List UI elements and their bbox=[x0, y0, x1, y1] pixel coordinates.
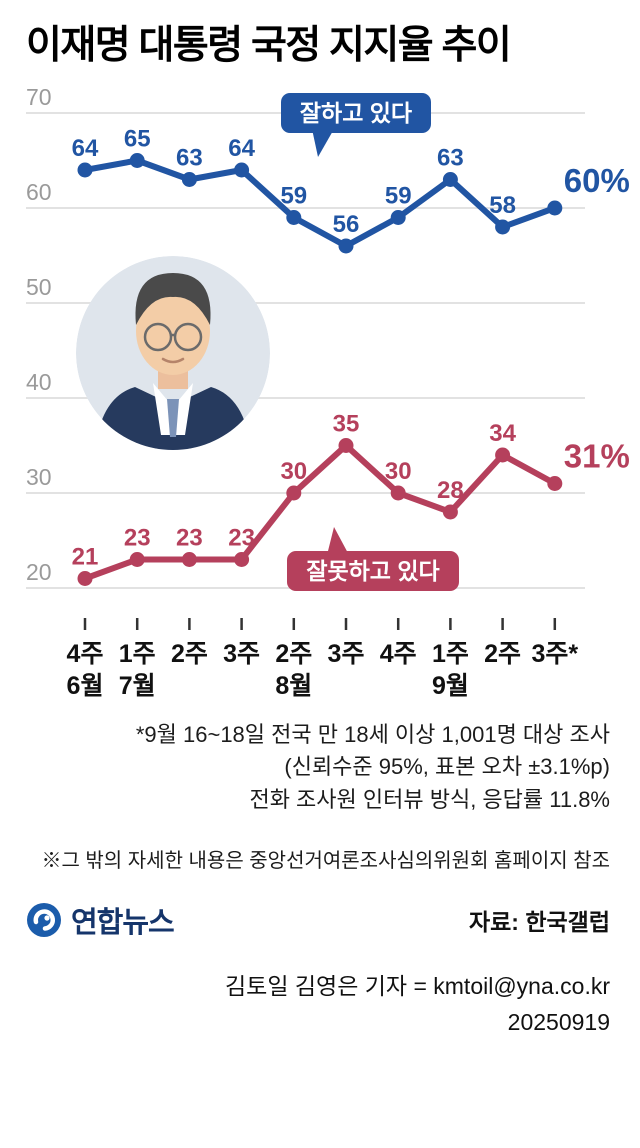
data-point bbox=[286, 209, 302, 225]
callout-negative-tail bbox=[327, 526, 349, 555]
week-label: 2주 bbox=[275, 640, 312, 668]
point-label: 30 bbox=[385, 458, 412, 485]
yonhap-logo-icon bbox=[27, 903, 61, 938]
data-point bbox=[129, 152, 145, 168]
callout-positive-label: 잘하고 있다 bbox=[300, 100, 412, 126]
point-label: 21 bbox=[72, 543, 99, 570]
president-photo bbox=[76, 255, 270, 450]
y-tick-label: 60 bbox=[26, 179, 52, 205]
point-label: 64 bbox=[228, 135, 255, 162]
point-label: 65 bbox=[124, 125, 151, 152]
publish-date: 20250919 bbox=[507, 1009, 610, 1036]
brand-row: 연합뉴스 자료: 한국갤럽 bbox=[0, 899, 640, 941]
y-tick-label: 20 bbox=[26, 559, 52, 585]
point-label: 56 bbox=[333, 211, 360, 238]
data-point bbox=[129, 551, 145, 567]
point-label: 64 bbox=[72, 135, 99, 162]
data-point bbox=[181, 171, 197, 187]
data-point bbox=[442, 504, 458, 520]
infographic-page: 이재명 대통령 국정 지지율 추이 70 60 50 40 30 20 64 65 63 64 5 bbox=[0, 24, 640, 1148]
week-label: 4주 bbox=[380, 640, 417, 668]
data-point bbox=[390, 485, 406, 501]
point-label: 28 bbox=[437, 477, 464, 504]
series-line bbox=[82, 442, 558, 582]
data-point bbox=[547, 200, 563, 216]
footnote-line-2: (신뢰수준 95%, 표본 오차 ±3.1%p) bbox=[284, 754, 610, 780]
glasses-right-lens bbox=[173, 322, 203, 352]
month-label: 7월 bbox=[119, 672, 156, 700]
data-point bbox=[234, 162, 250, 178]
week-label: 3주 bbox=[223, 640, 260, 668]
mouth bbox=[161, 357, 185, 364]
data-source: 자료: 한국갤럽 bbox=[468, 909, 610, 936]
data-point bbox=[234, 551, 250, 567]
point-label: 63 bbox=[176, 144, 203, 171]
week-label: 4주 bbox=[67, 640, 104, 668]
series-line bbox=[82, 157, 558, 249]
data-point bbox=[286, 485, 302, 501]
data-point bbox=[338, 238, 354, 254]
data-point bbox=[338, 437, 354, 453]
yonhap-logo: 연합뉴스 bbox=[26, 899, 175, 941]
week-label: 1주 bbox=[432, 640, 469, 668]
data-point bbox=[181, 551, 197, 567]
data-point bbox=[77, 162, 93, 178]
data-point bbox=[495, 219, 511, 235]
approval-trend-chart: 70 60 50 40 30 20 64 65 63 64 59 56 59 63 58 60% 21 23 23… bbox=[26, 84, 630, 700]
point-label: 35 bbox=[333, 410, 360, 437]
series-0: 64 65 63 64 59 56 59 63 58 60% bbox=[72, 125, 630, 254]
final-value-label: 60% bbox=[564, 162, 630, 199]
week-label: 3주* bbox=[531, 640, 578, 668]
final-value-label: 31% bbox=[564, 437, 630, 474]
callout-positive-box bbox=[281, 92, 431, 133]
data-point bbox=[495, 447, 511, 463]
byline: 김토일 김영은 기자 = kmtoil@yna.co.kr bbox=[225, 973, 610, 1000]
y-tick-label: 30 bbox=[26, 464, 52, 490]
point-label: 23 bbox=[228, 524, 255, 551]
hair bbox=[135, 272, 211, 325]
month-label: 8월 bbox=[275, 672, 312, 700]
callout-positive-tail bbox=[312, 128, 334, 157]
survey-footnotes: *9월 16~18일 전국 만 18세 이상 1,001명 대상 조사 (신뢰수… bbox=[0, 719, 640, 817]
point-label: 59 bbox=[385, 182, 412, 209]
data-point bbox=[77, 570, 93, 586]
month-label: 6월 bbox=[67, 672, 104, 700]
point-label: 58 bbox=[489, 192, 516, 219]
footnote-line-1: *9월 16~18일 전국 만 18세 이상 1,001명 대상 조사 bbox=[135, 721, 610, 747]
data-point bbox=[547, 475, 563, 491]
reference-note: ※그 밖의 자세한 내용은 중앙선거여론조사심의위원회 홈페이지 참조 bbox=[41, 850, 610, 873]
point-label: 34 bbox=[489, 420, 516, 447]
callout-positive: 잘하고 있다 bbox=[281, 92, 431, 157]
data-point bbox=[442, 171, 458, 187]
y-tick-label: 70 bbox=[26, 84, 52, 110]
data-point bbox=[390, 209, 406, 225]
series-layer: 64 65 63 64 59 56 59 63 58 60% 21 23 23 23 30 35 30 28 34 3… bbox=[72, 125, 630, 586]
face bbox=[136, 286, 210, 375]
point-label: 23 bbox=[124, 524, 151, 551]
callout-negative-box bbox=[287, 550, 459, 591]
point-label: 59 bbox=[280, 182, 307, 209]
glasses-left-lens bbox=[143, 322, 173, 352]
y-tick-label: 50 bbox=[26, 274, 52, 300]
series-1: 21 23 23 23 30 35 30 28 34 31% bbox=[72, 410, 630, 586]
callout-negative-label: 잘못하고 있다 bbox=[306, 558, 439, 584]
month-label: 9월 bbox=[432, 672, 469, 700]
footnote-line-3: 전화 조사원 인터뷰 방식, 응답률 11.8% bbox=[249, 786, 610, 812]
point-label: 23 bbox=[176, 524, 203, 551]
point-label: 30 bbox=[280, 458, 307, 485]
grid-layer: 70 60 50 40 30 20 bbox=[26, 84, 585, 589]
x-axis: 4주 1주 2주 3주 2주 3주 4주 1주 2주 3주* 6월 7월 8월 9월 bbox=[67, 617, 578, 700]
week-label: 2주 bbox=[484, 640, 521, 668]
y-tick-label: 40 bbox=[26, 369, 52, 395]
week-label: 2주 bbox=[171, 640, 208, 668]
point-label: 63 bbox=[437, 144, 464, 171]
week-label: 1주 bbox=[119, 640, 156, 668]
page-title: 이재명 대통령 국정 지지율 추이 bbox=[26, 24, 512, 67]
callout-negative: 잘못하고 있다 bbox=[287, 526, 459, 591]
week-label: 3주 bbox=[328, 640, 365, 668]
yonhap-logo-text: 연합뉴스 bbox=[71, 907, 175, 940]
tie bbox=[167, 398, 179, 437]
